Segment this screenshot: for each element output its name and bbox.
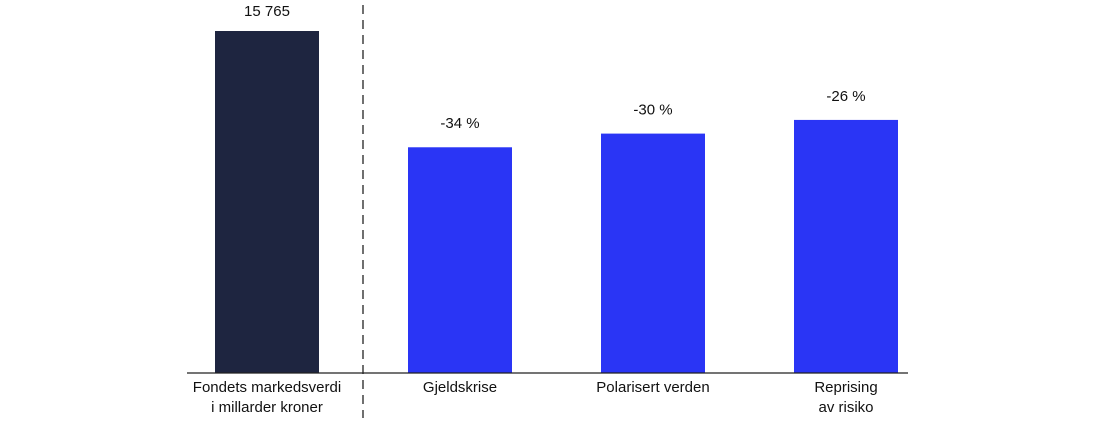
- x-tick-label: av risiko: [818, 399, 873, 416]
- bar: [215, 31, 319, 373]
- value-label: -34 %: [440, 115, 479, 132]
- x-tick-label: Fondets markedsverdi: [193, 379, 341, 396]
- x-tick-label: Gjeldskrise: [423, 379, 497, 396]
- x-tick-label: Polarisert verden: [596, 379, 709, 396]
- value-label: 15 765: [244, 3, 290, 20]
- x-tick-label: Reprising: [814, 379, 877, 396]
- bar: [408, 147, 512, 373]
- x-tick-label: i millarder kroner: [211, 399, 323, 416]
- value-label: -26 %: [826, 88, 865, 105]
- bar: [794, 119, 898, 373]
- value-label: -30 %: [633, 102, 672, 119]
- bar: [601, 133, 705, 373]
